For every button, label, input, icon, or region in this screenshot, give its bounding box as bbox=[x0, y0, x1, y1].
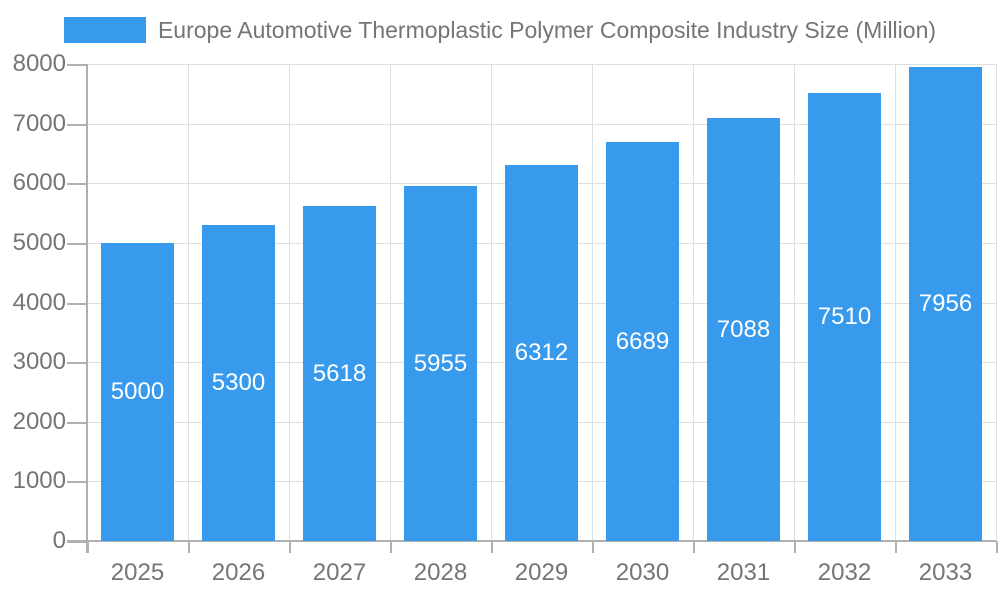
x-tick bbox=[289, 541, 291, 553]
bar-value-label: 7088 bbox=[716, 315, 771, 343]
x-tick bbox=[390, 541, 392, 553]
gridline-vertical bbox=[794, 64, 795, 541]
gridline-vertical bbox=[996, 64, 997, 541]
y-tick bbox=[67, 362, 87, 364]
x-tick bbox=[895, 541, 897, 553]
y-tick-label: 5000 bbox=[12, 229, 66, 256]
x-tick bbox=[188, 541, 190, 553]
gridline-vertical bbox=[87, 64, 88, 541]
bar-2025[interactable]: 5000 bbox=[101, 243, 174, 541]
y-tick bbox=[67, 64, 87, 66]
gridline-vertical bbox=[491, 64, 492, 541]
y-tick bbox=[67, 541, 87, 543]
y-tick bbox=[67, 422, 87, 424]
x-tick-label: 2026 bbox=[211, 559, 266, 586]
legend[interactable]: Europe Automotive Thermoplastic Polymer … bbox=[0, 16, 1000, 44]
x-tick-label: 2029 bbox=[514, 559, 569, 586]
gridline-vertical bbox=[693, 64, 694, 541]
y-tick-label: 1000 bbox=[12, 467, 66, 494]
x-tick-label: 2030 bbox=[615, 559, 670, 586]
y-tick bbox=[67, 124, 87, 126]
bar-2028[interactable]: 5955 bbox=[404, 186, 477, 541]
x-tick bbox=[592, 541, 594, 553]
y-tick bbox=[67, 183, 87, 185]
gridline-vertical bbox=[390, 64, 391, 541]
x-tick bbox=[794, 541, 796, 553]
y-tick-label: 0 bbox=[52, 527, 66, 554]
y-tick-label: 6000 bbox=[12, 169, 66, 196]
y-tick bbox=[67, 303, 87, 305]
bar-value-label: 5300 bbox=[211, 369, 266, 396]
y-tick bbox=[67, 481, 87, 483]
x-tick-label: 2025 bbox=[110, 559, 165, 586]
gridline-horizontal bbox=[87, 541, 996, 542]
gridline-horizontal bbox=[87, 64, 996, 65]
bar-2026[interactable]: 5300 bbox=[202, 225, 275, 541]
bar-2030[interactable]: 6689 bbox=[606, 142, 679, 541]
x-tick bbox=[87, 541, 89, 553]
y-tick-label: 4000 bbox=[12, 289, 66, 316]
x-tick-label: 2028 bbox=[413, 559, 468, 586]
bar-value-label: 5618 bbox=[312, 359, 367, 387]
x-tick bbox=[693, 541, 695, 553]
bar-value-label: 6689 bbox=[615, 327, 670, 355]
bar-value-label: 6312 bbox=[514, 339, 569, 366]
y-tick-label: 8000 bbox=[12, 50, 66, 77]
x-tick-label: 2033 bbox=[918, 559, 973, 586]
legend-label: Europe Automotive Thermoplastic Polymer … bbox=[157, 17, 937, 43]
x-tick-label: 2032 bbox=[817, 559, 872, 586]
gridline-vertical bbox=[592, 64, 593, 541]
y-tick-label: 7000 bbox=[12, 110, 66, 137]
x-tick bbox=[996, 541, 998, 553]
y-tick-label: 3000 bbox=[12, 348, 66, 375]
x-tick bbox=[491, 541, 493, 553]
y-axis-line bbox=[86, 64, 88, 553]
y-tick-label: 2000 bbox=[12, 408, 66, 435]
gridline-vertical bbox=[289, 64, 290, 541]
bar-value-label: 5000 bbox=[110, 378, 165, 405]
bar-2031[interactable]: 7088 bbox=[707, 118, 780, 541]
bar-value-label: 5955 bbox=[413, 349, 468, 377]
legend-swatch bbox=[63, 17, 146, 43]
bar-value-label: 7956 bbox=[918, 290, 973, 317]
bar-2029[interactable]: 6312 bbox=[505, 165, 578, 541]
bar-value-label: 7510 bbox=[817, 303, 872, 330]
gridline-vertical bbox=[188, 64, 189, 541]
gridline-vertical bbox=[895, 64, 896, 541]
x-tick-label: 2027 bbox=[312, 559, 367, 586]
bar-2032[interactable]: 7510 bbox=[808, 93, 881, 541]
bar-2033[interactable]: 7956 bbox=[909, 67, 982, 541]
x-tick-label: 2031 bbox=[716, 559, 771, 586]
y-tick bbox=[67, 243, 87, 245]
bar-2027[interactable]: 5618 bbox=[303, 206, 376, 541]
